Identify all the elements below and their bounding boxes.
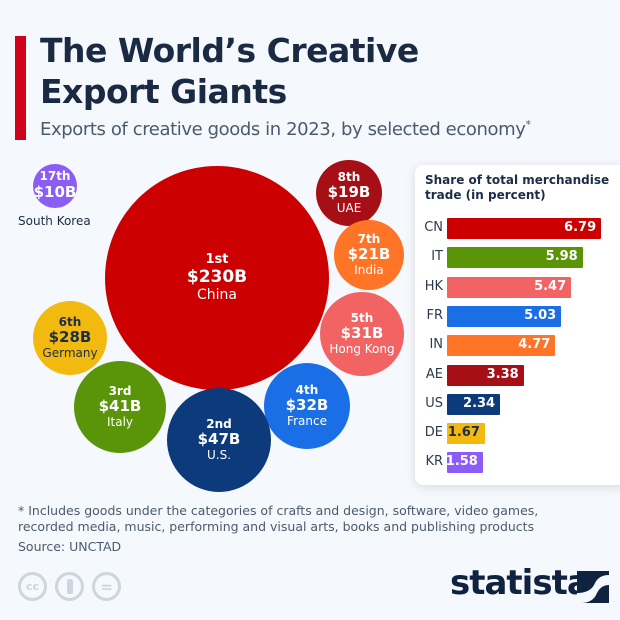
bubble-value: $28B — [48, 328, 92, 347]
bar-category-label: IT — [431, 249, 443, 265]
bar-category-label: US — [425, 395, 443, 411]
bar-value-label: 6.79 — [564, 220, 597, 235]
bubble-rank: 17th — [39, 169, 71, 184]
bubble-value: $21B — [347, 245, 391, 264]
bar: 5.47 — [447, 276, 572, 298]
bubble-india: 7th $21B India — [334, 220, 404, 290]
bubble-rank: 2nd — [206, 416, 232, 431]
bubble-rank: 1st — [205, 251, 229, 267]
bar: 2.34 — [447, 393, 501, 415]
bar: 3.38 — [447, 364, 524, 386]
bar-row: US 2.34 — [415, 393, 620, 415]
bar-row: FR 5.03 — [415, 305, 620, 327]
bar-category-label: HK — [424, 278, 443, 294]
bubble-rank: 6th — [58, 314, 82, 329]
bubble-value: $47B — [197, 430, 241, 449]
bubble-south-korea: 17th $10B — [33, 164, 77, 208]
bubble-u-s-: 2nd $47B U.S. — [167, 388, 271, 492]
bubble-rank: 5th — [350, 310, 374, 325]
bubble-rank: 7th — [357, 231, 381, 246]
bubble-name: U.S. — [206, 447, 232, 462]
bubble-name: Germany — [42, 345, 98, 360]
bar-row: IN 4.77 — [415, 335, 620, 357]
bar-value-label: 5.03 — [524, 307, 557, 323]
bar-row: CN 6.79 — [415, 218, 620, 239]
bar-row: AE 3.38 — [415, 364, 620, 386]
bar-value-label: 2.34 — [463, 395, 496, 411]
bar-value-label: 4.77 — [518, 337, 551, 353]
bar-category-label: DE — [424, 425, 443, 441]
subtitle-footnote-mark: * — [525, 118, 531, 131]
bubble-name: India — [354, 262, 384, 277]
bubble-name: UAE — [336, 200, 362, 215]
bar-category-label: CN — [424, 220, 443, 235]
statista-logo-mark-icon — [577, 571, 609, 603]
bar: 5.03 — [447, 305, 562, 327]
bubble-uae: 8th $19B UAE — [316, 160, 382, 226]
source: Source: UNCTAD — [18, 539, 122, 554]
bar: 1.67 — [447, 423, 485, 445]
statista-logo[interactable]: statista — [450, 563, 590, 603]
bubble-name: South Korea — [18, 214, 91, 228]
bubble-name: France — [287, 413, 327, 428]
bar-category-label: IN — [429, 337, 443, 353]
bar-row: KR 1.58 — [415, 452, 620, 474]
bar-row: HK 5.47 — [415, 276, 620, 298]
person-glyph — [66, 579, 73, 594]
bubble-name: Italy — [106, 414, 134, 429]
subtitle-text: Exports of creative goods in 2023, by se… — [40, 119, 526, 140]
bubble-france: 4th $32B France — [264, 363, 350, 449]
bar-row: DE 1.67 — [415, 423, 620, 445]
bar: 5.98 — [447, 247, 583, 269]
bar-category-label: FR — [426, 307, 443, 323]
bar-category-label: KR — [425, 454, 443, 470]
bubble-value: $41B — [98, 397, 142, 416]
bubble-value: $230B — [186, 266, 248, 287]
bar-value-label: 3.38 — [486, 366, 519, 382]
bubble-value: $31B — [340, 324, 384, 343]
bar: 4.77 — [447, 335, 556, 357]
bar-row: IT 5.98 — [415, 247, 620, 269]
bubble-value: $10B — [33, 183, 77, 202]
bar: 6.79 — [447, 218, 602, 239]
bubble-rank: 3rd — [108, 383, 132, 398]
bar-chart-title: Share of total merchandise trade (in per… — [425, 173, 610, 202]
bubble-value: $32B — [285, 396, 329, 415]
bar-category-label: AE — [425, 366, 443, 382]
bubble-italy: 3rd $41B Italy — [74, 361, 166, 453]
bar-value-label: 5.47 — [534, 278, 567, 294]
cc-icon[interactable]: cc — [18, 572, 47, 601]
bar-value-label: 1.58 — [445, 454, 478, 470]
title-accent-bar — [15, 36, 26, 140]
bubble-germany: 6th $28B Germany — [33, 301, 107, 375]
bubble-name: China — [197, 287, 237, 304]
bar-value-label: 1.67 — [447, 425, 480, 441]
bubble-name: Hong Kong — [329, 341, 395, 356]
bar-value-label: 5.98 — [545, 249, 578, 265]
bubble-rank: 8th — [337, 169, 361, 184]
bar: 1.58 — [445, 452, 483, 474]
footnote: * Includes goods under the categories of… — [18, 503, 539, 534]
page-title: The World’s Creative Export Giants — [40, 31, 419, 111]
bubble-rank: 4th — [295, 382, 319, 397]
no-derivatives-icon[interactable]: = — [92, 572, 121, 601]
attribution-icon[interactable] — [55, 572, 84, 601]
share-bar-chart-panel: Share of total merchandise trade (in per… — [415, 165, 620, 485]
bubble-china: 1st $230B China — [105, 166, 329, 390]
bubble-hong-kong: 5th $31B Hong Kong — [320, 292, 404, 376]
bubble-value: $19B — [327, 183, 371, 202]
subtitle: Exports of creative goods in 2023, by se… — [40, 118, 531, 140]
